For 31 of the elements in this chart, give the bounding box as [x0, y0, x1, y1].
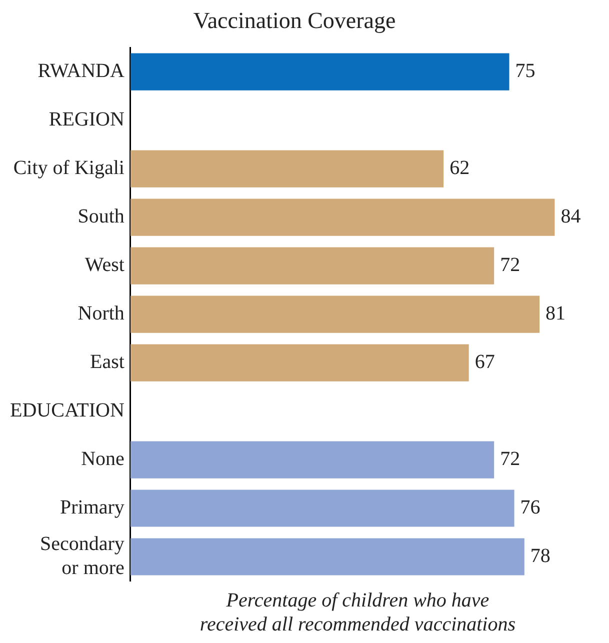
y-tick-label: Primary [60, 496, 124, 519]
data-label: 78 [530, 545, 550, 568]
bar [130, 296, 540, 333]
y-tick-label: South [78, 206, 124, 228]
bar [130, 247, 494, 284]
data-label: 72 [500, 448, 520, 470]
data-label: 72 [500, 254, 520, 276]
y-tick-label: REGION [48, 108, 124, 131]
data-label: 81 [546, 302, 566, 325]
data-label: 76 [520, 496, 540, 519]
data-label: 75 [515, 60, 536, 82]
chart-title: Vaccination Coverage [193, 8, 396, 33]
y-tick-label: EDUCATION [10, 400, 124, 422]
x-axis-title: Percentage of children who have received all recommended vaccinations [200, 589, 516, 636]
y-tick-label: RWANDA [38, 60, 125, 82]
y-tick-label: City of Kigali [13, 157, 125, 180]
bar [130, 490, 514, 527]
y-tick-label: North [78, 302, 124, 325]
bar [130, 53, 510, 90]
data-label: 84 [560, 206, 581, 228]
y-tick-label: None [81, 448, 125, 470]
bar [130, 344, 469, 382]
y-tick-label: Secondary or more [40, 533, 125, 580]
bar [130, 538, 524, 576]
bar [130, 198, 555, 236]
data-label: 62 [450, 157, 470, 180]
y-tick-label: East [90, 351, 125, 374]
bar [130, 441, 494, 478]
bar [130, 150, 444, 188]
data-label: 67 [474, 351, 495, 374]
y-tick-label: West [84, 254, 125, 276]
